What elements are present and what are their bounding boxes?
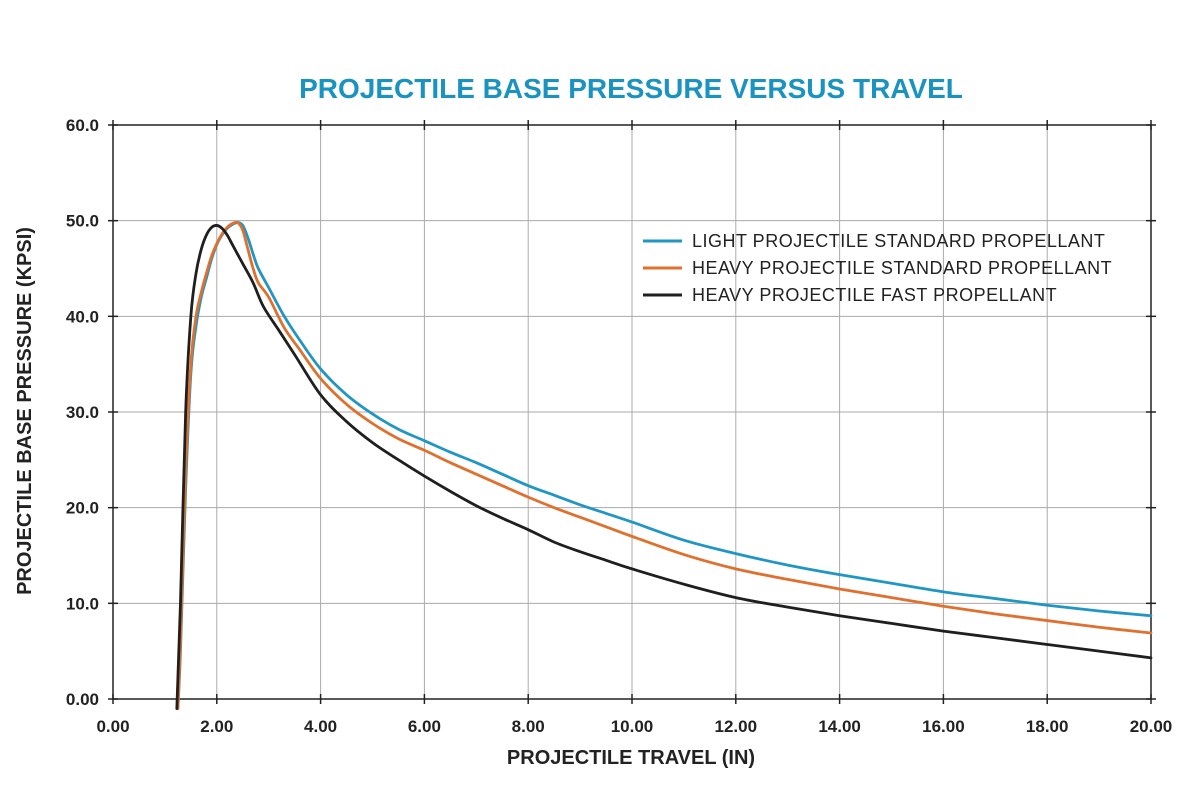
x-tick-label: 10.00 (611, 717, 654, 736)
x-tick-label: 16.00 (922, 717, 965, 736)
x-tick-label: 0.00 (96, 717, 129, 736)
x-tick-label: 8.00 (512, 717, 545, 736)
y-tick-label: 30.0 (66, 403, 99, 422)
x-axis-ticks: 0.00 2.00 4.00 6.00 8.00 10.00 12.00 14.00 16.00… (96, 120, 1172, 736)
x-tick-label: 20.00 (1130, 717, 1173, 736)
x-axis-label: PROJECTILE TRAVEL (IN) (507, 747, 755, 769)
legend-label: HEAVY PROJECTILE STANDARD PROPELLANT (692, 258, 1112, 278)
legend-item-light-standard: LIGHT PROJECTILE STANDARD PROPELLANT (643, 231, 1105, 251)
y-tick-label: 60.0 (66, 116, 99, 135)
legend-label: HEAVY PROJECTILE FAST PROPELLANT (692, 285, 1057, 305)
x-tick-label: 14.00 (818, 717, 861, 736)
series-heavy-standard-line (176, 220, 1153, 710)
legend-label: LIGHT PROJECTILE STANDARD PROPELLANT (692, 231, 1105, 251)
y-tick-label: 10.0 (66, 594, 99, 613)
x-tick-label: 12.00 (715, 717, 758, 736)
y-tick-label: 40.0 (66, 307, 99, 326)
legend: LIGHT PROJECTILE STANDARD PROPELLANT HEAV… (643, 231, 1112, 305)
x-tick-label: 6.00 (408, 717, 441, 736)
x-tick-label: 4.00 (304, 717, 337, 736)
y-tick-label: 50.0 (66, 212, 99, 231)
x-tick-label: 2.00 (200, 717, 233, 736)
legend-item-heavy-standard: HEAVY PROJECTILE STANDARD PROPELLANT (643, 258, 1112, 278)
y-tick-label: 0.00 (66, 690, 99, 709)
y-axis-ticks: 0.00 10.0 20.0 30.0 40.0 50.0 60.0 (66, 116, 1156, 709)
series-lines (175, 220, 1153, 710)
x-tick-label: 18.00 (1026, 717, 1069, 736)
chart-title: PROJECTILE BASE PRESSURE VERSUS TRAVEL (299, 73, 963, 104)
series-heavy-fast-line (175, 224, 1153, 710)
y-tick-label: 20.0 (66, 499, 99, 518)
y-axis-label: PROJECTILE BASE PRESSURE (KPSI) (14, 227, 36, 595)
legend-item-heavy-fast: HEAVY PROJECTILE FAST PROPELLANT (643, 285, 1057, 305)
